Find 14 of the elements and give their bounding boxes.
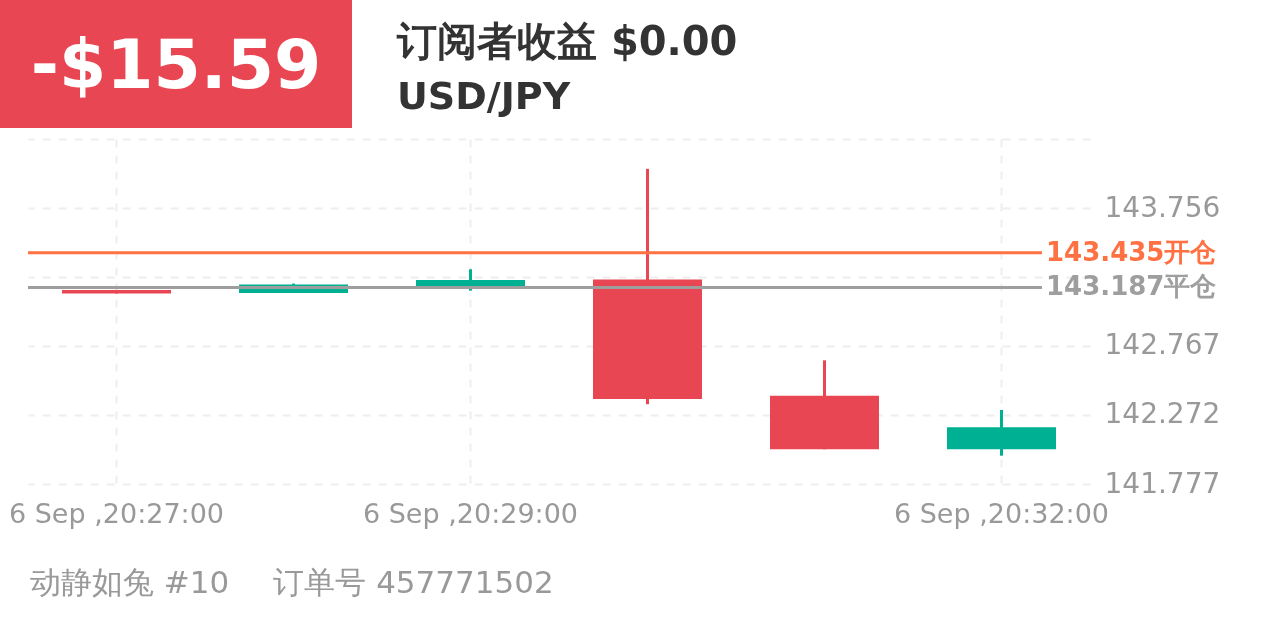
text: -$15.59 — [0, 0, 352, 128]
y-tick-label: 142.767 — [1104, 328, 1221, 362]
text: 订单号 457771502 — [273, 564, 554, 600]
chart-subtitle: USD/JPY — [397, 74, 571, 118]
chart-title: 订阅者收益 $0.00 — [397, 17, 738, 66]
ref-line-label: 143.187平仓 — [1046, 271, 1217, 302]
ref-line-label: 143.435开仓 — [1046, 236, 1217, 267]
y-tick-label: 141.777 — [1104, 466, 1221, 500]
y-tick-label: 142.272 — [1104, 397, 1221, 431]
x-tick-label: 6 Sep ,20:29:00 — [362, 497, 579, 529]
x-tick-label: 6 Sep ,20:32:00 — [893, 497, 1110, 529]
text: 动静如兔 #10 — [30, 564, 230, 600]
y-tick-label: 143.756 — [1104, 190, 1221, 224]
x-tick-label: 6 Sep ,20:27:00 — [8, 497, 225, 529]
